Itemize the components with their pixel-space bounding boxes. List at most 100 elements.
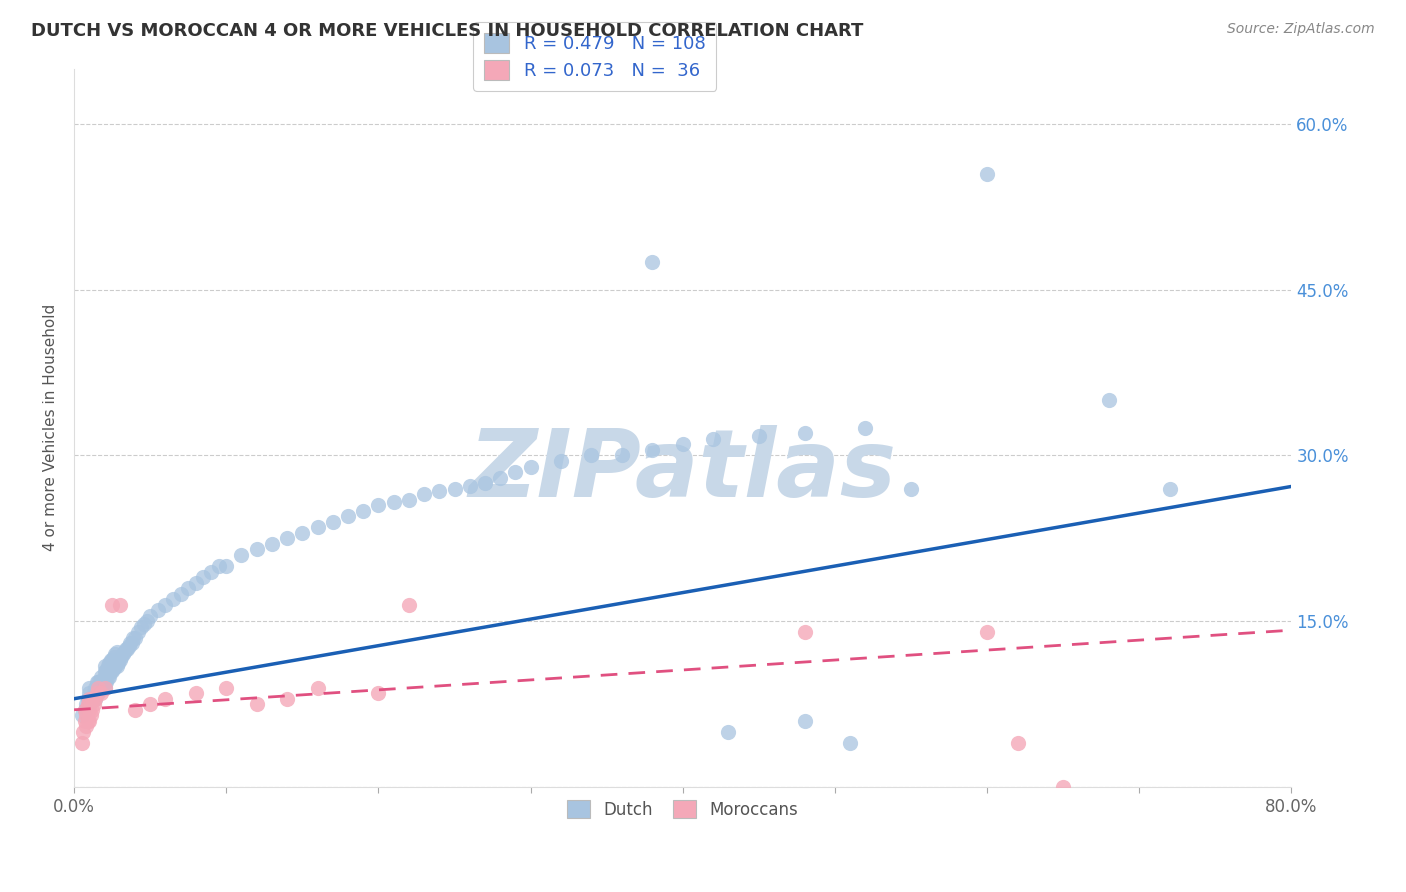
Point [976, 625, 998, 640]
Point [702, 432, 724, 446]
Point [112, 645, 135, 659]
Point [169, 587, 191, 601]
Point [474, 476, 496, 491]
Point [104, 648, 127, 662]
Point [105, 658, 128, 673]
Point [105, 645, 128, 659]
Point [98, 670, 121, 684]
Point [75, 708, 97, 723]
Point [136, 615, 159, 629]
Point [322, 515, 344, 529]
Point [155, 691, 177, 706]
Point [76, 714, 98, 728]
Point [101, 664, 124, 678]
Point [398, 598, 420, 612]
Point [610, 449, 633, 463]
Point [291, 525, 314, 540]
Point [97, 658, 120, 673]
Point [793, 625, 815, 640]
Point [307, 520, 329, 534]
Point [100, 664, 122, 678]
Point [276, 691, 298, 706]
Point [93, 670, 115, 684]
Point [79, 691, 101, 706]
Point [82, 703, 104, 717]
Point [93, 681, 115, 695]
Point [307, 681, 329, 695]
Point [200, 565, 222, 579]
Point [98, 657, 121, 671]
Point [127, 625, 149, 640]
Point [443, 482, 465, 496]
Point [91, 672, 114, 686]
Point [184, 575, 207, 590]
Point [352, 504, 374, 518]
Point [87, 681, 110, 695]
Point [101, 598, 124, 612]
Point [120, 636, 142, 650]
Point [103, 649, 125, 664]
Point [70, 708, 93, 723]
Point [114, 642, 136, 657]
Point [87, 675, 110, 690]
Point [1052, 780, 1074, 794]
Point [76, 691, 98, 706]
Point [84, 691, 107, 706]
Point [458, 479, 481, 493]
Point [84, 681, 107, 695]
Point [231, 548, 253, 562]
Point [717, 725, 740, 739]
Point [581, 449, 603, 463]
Point [103, 661, 125, 675]
Point [260, 537, 283, 551]
Point [672, 437, 695, 451]
Point [70, 736, 93, 750]
Text: ZIPatlas: ZIPatlas [468, 425, 897, 517]
Point [337, 509, 360, 524]
Point [177, 581, 200, 595]
Point [93, 664, 115, 678]
Point [489, 470, 512, 484]
Point [793, 426, 815, 441]
Point [83, 686, 105, 700]
Point [124, 631, 146, 645]
Point [90, 681, 112, 695]
Point [73, 714, 96, 728]
Point [215, 559, 238, 574]
Point [132, 616, 155, 631]
Point [118, 639, 141, 653]
Point [793, 714, 815, 728]
Point [83, 698, 105, 712]
Point [86, 681, 108, 695]
Text: DUTCH VS MOROCCAN 4 OR MORE VEHICLES IN HOUSEHOLD CORRELATION CHART: DUTCH VS MOROCCAN 4 OR MORE VEHICLES IN … [31, 22, 863, 40]
Point [1159, 482, 1181, 496]
Point [89, 682, 111, 697]
Point [91, 678, 114, 692]
Y-axis label: 4 or more Vehicles in Household: 4 or more Vehicles in Household [44, 304, 58, 551]
Point [276, 532, 298, 546]
Point [86, 686, 108, 700]
Point [79, 691, 101, 706]
Point [93, 658, 115, 673]
Point [75, 719, 97, 733]
Point [72, 725, 94, 739]
Point [367, 686, 389, 700]
Point [84, 691, 107, 706]
Point [110, 649, 132, 664]
Point [75, 698, 97, 712]
Point [90, 670, 112, 684]
Point [748, 428, 770, 442]
Point [86, 675, 108, 690]
Point [80, 708, 103, 723]
Point [79, 686, 101, 700]
Point [86, 686, 108, 700]
Point [104, 658, 127, 673]
Point [382, 495, 405, 509]
Point [976, 167, 998, 181]
Point [184, 686, 207, 700]
Point [124, 703, 146, 717]
Point [139, 698, 162, 712]
Point [550, 454, 572, 468]
Point [79, 714, 101, 728]
Point [108, 653, 131, 667]
